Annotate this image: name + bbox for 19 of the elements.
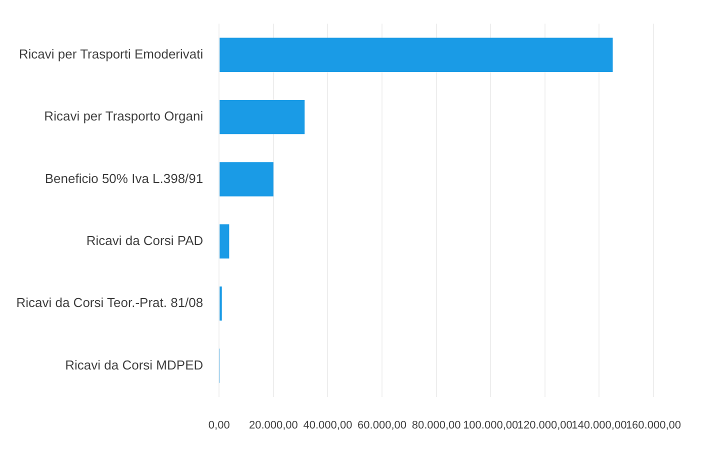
x-tick-label: 100.000,00: [463, 419, 518, 432]
y-tick-label: Ricavi da Corsi MDPED: [65, 357, 204, 372]
x-tick-label: 80.000,00: [412, 419, 461, 432]
bar: [220, 162, 274, 196]
bar: [220, 100, 305, 134]
bar: [220, 224, 230, 258]
y-tick-label: Beneficio 50% Iva L.398/91: [44, 170, 204, 186]
x-tick-label: 140.000,00: [572, 419, 627, 432]
y-tick-label: Ricavi da Corsi PAD: [86, 232, 204, 248]
x-tick-label: 60.000,00: [358, 419, 406, 432]
x-tick-label: 0,00: [208, 419, 230, 432]
y-tick-label: Ricavi per Trasporti Emoderivati: [18, 46, 204, 62]
x-tick-label: 160.000,00: [626, 419, 682, 432]
x-tick-label: 40.000,00: [303, 419, 352, 432]
y-tick-label: Ricavi da Corsi Teor.-Prat. 81/08: [16, 295, 204, 310]
y-tick-label: Ricavi per Trasporto Organi: [44, 108, 204, 124]
x-tick-label: 120.000,00: [517, 419, 572, 432]
x-tick-label: 20.000,00: [248, 419, 298, 432]
bar: [220, 38, 613, 72]
